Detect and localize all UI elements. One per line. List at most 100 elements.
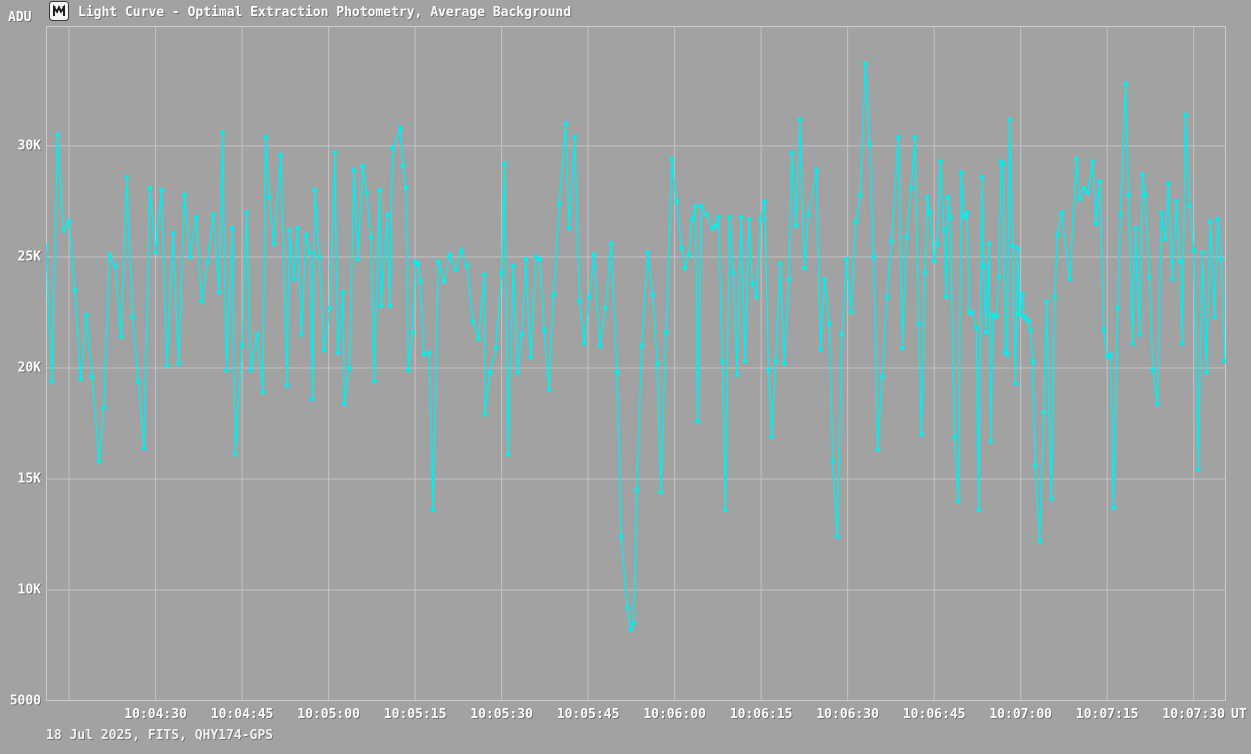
data-point-marker bbox=[364, 190, 369, 195]
data-point-marker bbox=[1020, 292, 1025, 297]
data-point-marker bbox=[255, 332, 260, 337]
data-point-marker bbox=[1082, 186, 1087, 191]
data-point-marker bbox=[720, 359, 725, 364]
data-point-marker bbox=[1017, 312, 1022, 317]
data-point-marker bbox=[124, 175, 129, 179]
data-point-marker bbox=[615, 370, 619, 375]
data-point-marker bbox=[689, 217, 694, 222]
light-curve-svg[interactable] bbox=[46, 26, 1226, 701]
data-point-marker bbox=[582, 341, 587, 346]
data-point-marker bbox=[1010, 243, 1015, 248]
data-point-marker bbox=[308, 250, 313, 255]
data-point-marker bbox=[1155, 401, 1160, 406]
data-point-marker bbox=[946, 195, 950, 199]
data-point-marker bbox=[867, 141, 872, 146]
data-point-marker bbox=[884, 294, 889, 299]
data-point-marker bbox=[750, 281, 755, 286]
data-point-marker bbox=[962, 215, 967, 219]
data-point-marker bbox=[1041, 410, 1046, 415]
data-point-marker bbox=[205, 259, 210, 264]
data-point-marker bbox=[537, 257, 542, 262]
data-point-marker bbox=[418, 279, 423, 284]
data-point-marker bbox=[988, 439, 993, 444]
data-point-marker bbox=[352, 168, 356, 173]
data-point-marker bbox=[327, 306, 332, 310]
data-point-marker bbox=[263, 135, 268, 139]
data-point-marker bbox=[278, 152, 283, 157]
data-point-marker bbox=[727, 215, 732, 219]
data-point-marker bbox=[159, 188, 164, 193]
data-point-marker bbox=[441, 279, 446, 284]
data-point-marker bbox=[1059, 210, 1064, 215]
data-point-marker bbox=[645, 250, 650, 255]
y-tick-label: 5000 bbox=[9, 693, 41, 709]
x-tick-label: 10:05:15 bbox=[383, 707, 447, 722]
data-point-marker bbox=[628, 627, 633, 632]
plot-border bbox=[46, 26, 1226, 701]
data-point-marker bbox=[778, 261, 783, 266]
data-point-marker bbox=[287, 228, 292, 233]
data-point-marker bbox=[952, 434, 957, 439]
data-point-marker bbox=[839, 332, 844, 337]
data-point-marker bbox=[1026, 319, 1031, 324]
data-point-marker bbox=[970, 310, 975, 315]
light-curve-plot-area[interactable] bbox=[46, 26, 1226, 701]
data-point-marker bbox=[1204, 370, 1209, 375]
data-point-marker bbox=[1055, 232, 1060, 237]
data-point-marker bbox=[431, 508, 435, 512]
data-point-marker bbox=[669, 157, 674, 162]
data-point-marker bbox=[511, 263, 516, 268]
data-point-marker bbox=[942, 228, 946, 233]
data-point-marker bbox=[922, 270, 927, 275]
x-tick-label: 10:04:30 bbox=[124, 707, 187, 722]
data-point-marker bbox=[1033, 463, 1038, 468]
data-point-marker bbox=[959, 170, 964, 175]
data-point-marker bbox=[863, 61, 868, 66]
data-point-marker bbox=[766, 368, 771, 373]
data-point-marker bbox=[789, 150, 794, 155]
data-point-marker bbox=[563, 121, 568, 126]
data-point-marker bbox=[1215, 217, 1220, 222]
data-point-marker bbox=[360, 163, 365, 168]
data-point-marker bbox=[182, 192, 187, 197]
data-point-marker bbox=[827, 321, 832, 326]
data-point-marker bbox=[1130, 341, 1135, 346]
data-point-marker bbox=[875, 448, 880, 453]
data-point-marker bbox=[1005, 352, 1010, 357]
data-point-marker bbox=[113, 263, 118, 268]
data-point-marker bbox=[900, 346, 905, 350]
data-point-marker bbox=[401, 163, 405, 168]
data-point-marker bbox=[199, 299, 204, 304]
data-point-marker bbox=[304, 232, 309, 237]
data-point-marker bbox=[299, 332, 304, 337]
data-point-marker bbox=[136, 379, 141, 384]
data-point-marker bbox=[267, 195, 272, 199]
y-tick-label: 10K bbox=[17, 582, 41, 598]
data-point-marker bbox=[403, 186, 408, 191]
data-point-marker bbox=[981, 263, 986, 268]
app-icon bbox=[49, 1, 69, 21]
data-point-marker bbox=[240, 343, 245, 348]
data-point-marker bbox=[1166, 181, 1171, 186]
data-point-marker bbox=[322, 348, 326, 353]
y-tick-label: 30K bbox=[17, 138, 41, 154]
data-point-marker bbox=[679, 246, 684, 250]
data-point-marker bbox=[1137, 332, 1142, 337]
data-point-marker bbox=[557, 201, 562, 206]
data-point-marker bbox=[447, 252, 452, 257]
data-point-marker bbox=[734, 372, 739, 377]
data-point-marker bbox=[664, 330, 668, 335]
data-point-marker bbox=[699, 203, 704, 208]
data-point-marker bbox=[1028, 328, 1033, 333]
data-point-marker bbox=[572, 135, 577, 139]
data-point-marker bbox=[551, 292, 556, 297]
data-point-marker bbox=[743, 359, 747, 364]
data-point-marker bbox=[217, 290, 221, 295]
data-point-marker bbox=[1037, 539, 1042, 544]
data-point-marker bbox=[1003, 350, 1008, 355]
data-point-marker bbox=[956, 499, 961, 504]
data-point-marker bbox=[465, 263, 469, 268]
data-point-marker bbox=[932, 259, 937, 264]
data-point-marker bbox=[130, 314, 135, 319]
data-point-marker bbox=[1133, 226, 1138, 231]
